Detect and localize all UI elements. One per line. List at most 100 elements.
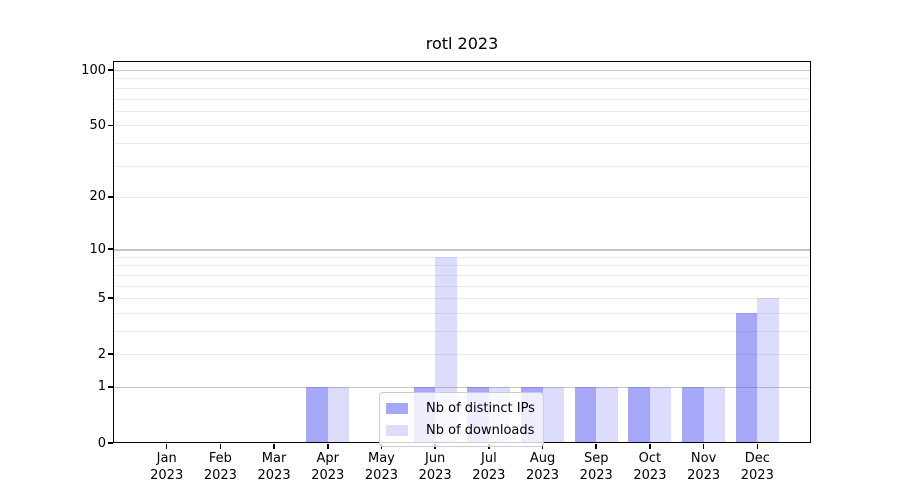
bar-distinct-ips — [574, 386, 597, 443]
x-tick-year: 2023 — [364, 468, 398, 483]
x-tick-year: 2023 — [525, 468, 560, 483]
gridline-major — [113, 386, 811, 389]
x-tick-mark — [595, 444, 597, 449]
x-tick-year: 2023 — [633, 468, 667, 483]
gridline-minor — [113, 125, 811, 127]
x-tick-year: 2023 — [740, 468, 774, 483]
bar-distinct-ips — [628, 386, 650, 443]
gridline-minor — [113, 196, 811, 198]
gridlines-layer — [113, 61, 811, 443]
x-tick-month: Apr — [316, 451, 340, 466]
x-tick-month: Aug — [529, 451, 556, 466]
x-tick-mark — [541, 444, 544, 449]
legend-label-distinct-ips: Nb of distinct IPs — [426, 401, 535, 416]
x-tick-year: 2023 — [579, 468, 613, 483]
x-tick-month: May — [368, 451, 395, 466]
y-tick-mark — [108, 297, 113, 299]
gridline-minor — [113, 256, 811, 258]
x-tick-mark — [649, 444, 651, 449]
bar-downloads — [757, 298, 779, 443]
x-tick-month: Oct — [638, 451, 662, 466]
bar-downloads — [327, 386, 350, 443]
x-tick-mark — [327, 444, 329, 449]
bar-distinct-ips — [735, 312, 758, 443]
gridline-major — [113, 70, 811, 72]
gridline-minor — [113, 330, 811, 332]
gridline-minor — [113, 285, 811, 287]
x-tick-label: Jan 2023 — [135, 450, 199, 484]
x-tick-month: Nov — [690, 451, 717, 466]
x-tick-mark — [756, 444, 759, 449]
x-tick-month: Mar — [261, 451, 287, 466]
plot-area: Nb of distinct IPs Nb of downloads — [113, 61, 811, 447]
x-tick-label: Apr 2023 — [296, 450, 360, 484]
bar-downloads — [596, 386, 618, 443]
bars-layer — [113, 61, 811, 443]
legend-item-distinct-ips: Nb of distinct IPs — [386, 398, 535, 419]
gridline-minor — [113, 78, 811, 80]
gridline-minor — [113, 298, 811, 300]
y-tick-mark — [108, 248, 113, 250]
x-tick-year: 2023 — [257, 468, 291, 483]
legend-item-downloads: Nb of downloads — [386, 420, 535, 441]
x-tick-mark — [219, 444, 222, 449]
y-tick-mark — [108, 69, 113, 71]
x-tick-label: May 2023 — [349, 450, 413, 484]
legend: Nb of distinct IPs Nb of downloads — [379, 392, 544, 447]
y-tick-mark — [108, 196, 113, 198]
y-tick-mark — [108, 442, 113, 444]
x-tick-mark — [702, 444, 705, 449]
gridline-minor — [113, 265, 811, 267]
x-tick-month: Jul — [481, 451, 497, 466]
x-tick-mark — [165, 444, 168, 449]
chart-title: rotl 2023 — [425, 34, 499, 53]
bar-downloads — [542, 386, 565, 443]
y-tick-mark — [108, 386, 113, 388]
x-tick-month: Jun — [424, 451, 446, 466]
x-tick-label: Sep 2023 — [564, 450, 628, 484]
x-tick-year: 2023 — [150, 468, 184, 483]
x-tick-month: Feb — [208, 451, 232, 466]
x-tick-month: Dec — [744, 451, 770, 466]
y-tick-label: 1 — [97, 379, 106, 395]
x-tick-label: Mar 2023 — [242, 450, 306, 484]
bar-distinct-ips — [682, 386, 704, 443]
y-tick-label: 10 — [89, 241, 106, 257]
x-tick-year: 2023 — [418, 468, 452, 483]
gridline-major — [113, 249, 811, 251]
y-tick-label: 20 — [89, 189, 106, 205]
y-tick-mark — [108, 353, 113, 355]
y-tick-label: 0 — [97, 435, 106, 451]
x-tick-year: 2023 — [203, 468, 237, 483]
bar-downloads — [649, 386, 672, 443]
bar-downloads — [703, 386, 726, 443]
y-tick-label: 50 — [89, 117, 106, 133]
y-tick-mark — [108, 124, 113, 127]
x-tick-year: 2023 — [311, 468, 345, 483]
gridline-minor — [113, 274, 811, 276]
x-tick-month: Sep — [583, 451, 609, 466]
x-tick-label: Jul 2023 — [457, 450, 521, 484]
x-tick-month: Jan — [156, 451, 177, 466]
bar-distinct-ips — [306, 386, 328, 443]
gridline-minor — [113, 110, 811, 112]
y-tick-label: 5 — [97, 290, 106, 306]
legend-swatch-downloads — [386, 425, 408, 436]
y-tick-label: 100 — [81, 62, 106, 78]
x-tick-label: Aug 2023 — [511, 450, 575, 484]
x-tick-label: Feb 2023 — [188, 450, 252, 484]
x-tick-label: Nov 2023 — [672, 450, 736, 484]
x-tick-mark — [273, 444, 275, 449]
x-tick-label: Jun 2023 — [403, 450, 467, 484]
legend-label-downloads: Nb of downloads — [426, 423, 535, 438]
gridline-minor — [113, 165, 811, 167]
x-tick-year: 2023 — [687, 468, 721, 483]
gridline-minor — [113, 142, 811, 144]
x-tick-year: 2023 — [472, 468, 506, 483]
x-tick-label: Oct 2023 — [618, 450, 682, 484]
gridline-minor — [113, 354, 811, 356]
gridline-minor — [113, 98, 811, 100]
y-tick-label: 2 — [97, 346, 106, 362]
gridline-minor — [113, 87, 811, 89]
